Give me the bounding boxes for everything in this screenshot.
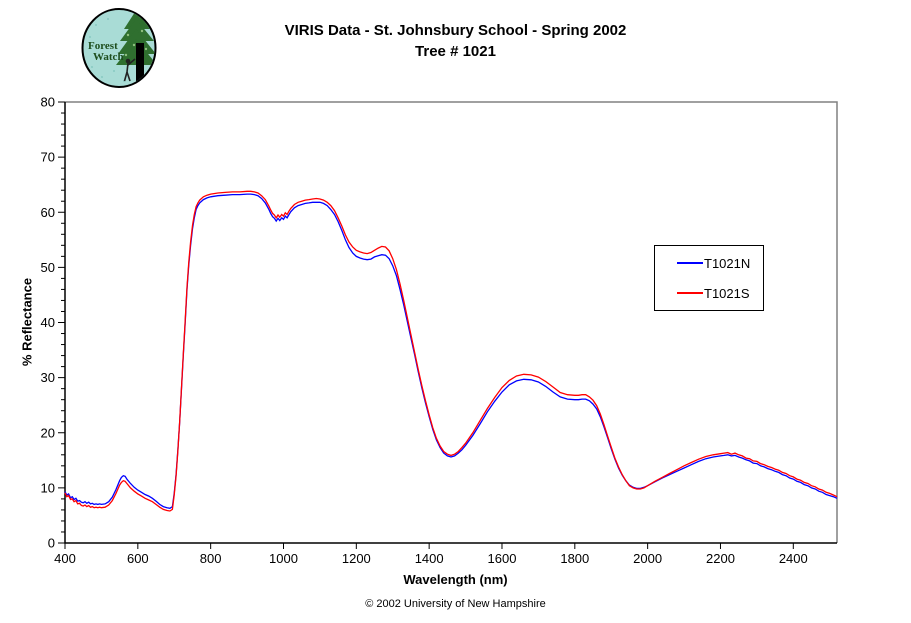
logo-text-watch: Watch (93, 51, 124, 63)
series-line-t1021n (64, 193, 838, 509)
forest-watch-logo: Forest Watch (81, 8, 157, 88)
y-tick-label: 70 (41, 150, 55, 165)
x-tick-label: 1200 (342, 551, 371, 566)
y-tick-label: 20 (41, 425, 55, 440)
x-tick-label: 1600 (488, 551, 517, 566)
legend-line-sample-blue (677, 262, 703, 264)
y-tick-label: 50 (41, 260, 55, 275)
axes (64, 102, 837, 544)
legend-item-t1021s: T1021S (655, 285, 763, 301)
y-axis-title: % Reflectance (19, 277, 35, 367)
x-tick-label: 1400 (415, 551, 444, 566)
x-tick-label: 400 (54, 551, 76, 566)
title-block: VIRIS Data - St. Johnsbury School - Spri… (0, 20, 911, 62)
plot-border (65, 101, 838, 543)
chart-subtitle: Tree # 1021 (415, 43, 496, 60)
chart-title: VIRIS Data - St. Johnsbury School - Spri… (284, 22, 627, 39)
series-line-t1021s (64, 190, 838, 512)
x-tick-label: 1000 (269, 551, 298, 566)
legend: T1021N T1021S (654, 245, 764, 311)
legend-label-t1021n: T1021N (704, 255, 751, 271)
x-tick-label: 2000 (633, 551, 662, 566)
legend-item-t1021n: T1021N (655, 255, 763, 271)
x-tick-label: 2200 (706, 551, 735, 566)
logo-tree-icon (116, 10, 155, 83)
y-tick-label: 80 (41, 95, 55, 110)
x-tick-label: 1800 (560, 551, 589, 566)
logo-art (89, 10, 155, 83)
y-tick-label: 40 (41, 315, 55, 330)
y-tick-label: 10 (41, 480, 55, 495)
x-axis-title: Wavelength (nm) (403, 572, 508, 587)
legend-label-t1021s: T1021S (704, 285, 750, 301)
y-tick-label: 30 (41, 370, 55, 385)
x-tick-label: 600 (127, 551, 149, 566)
x-tick-label: 800 (200, 551, 222, 566)
logo-person-icon (123, 58, 136, 82)
y-tick-label: 60 (41, 205, 55, 220)
y-tick-label: 0 (48, 536, 55, 551)
x-tick-label: 2400 (779, 551, 808, 566)
legend-line-sample-red (677, 292, 703, 294)
copyright-text: © 2002 University of New Hampshire (365, 598, 546, 610)
logo-text-forest: Forest (88, 40, 118, 52)
